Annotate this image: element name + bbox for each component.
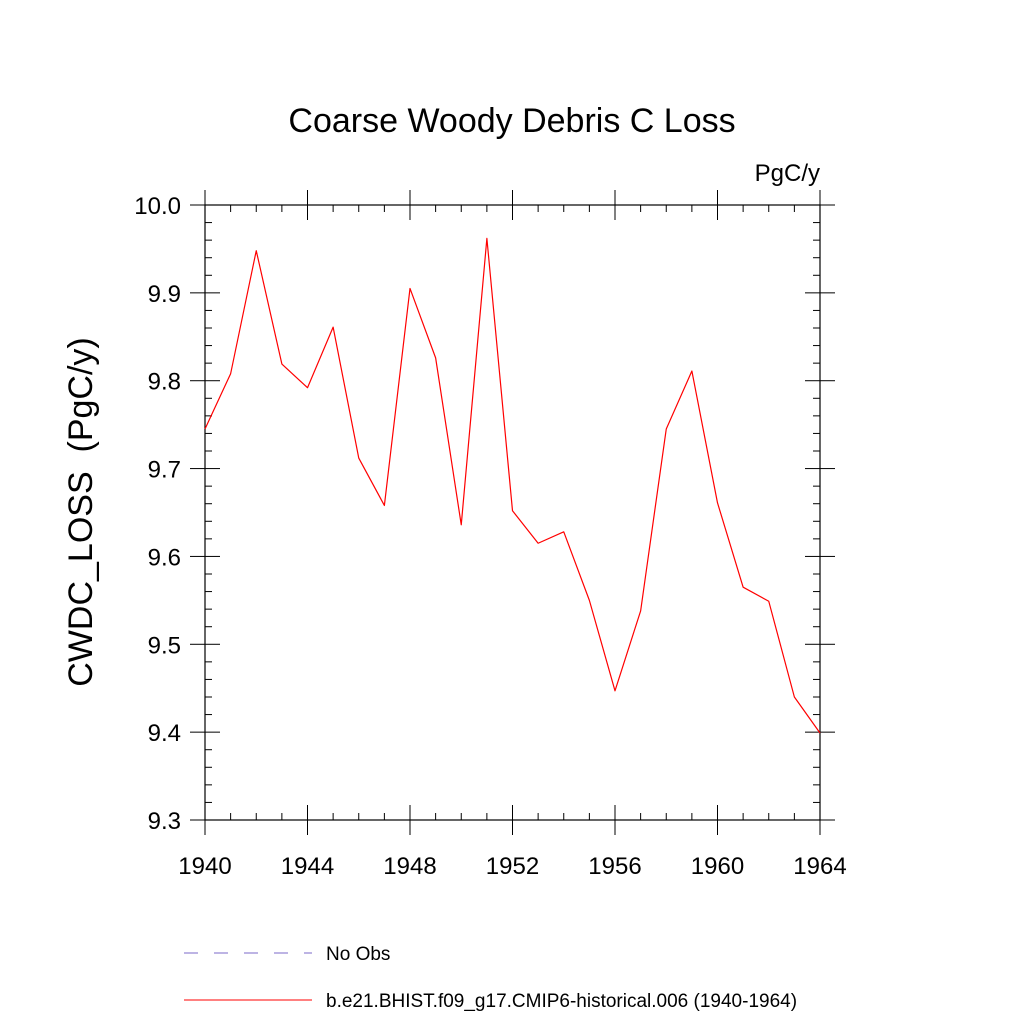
y-axis-label: CWDC_LOSS (PgC/y) (62, 337, 100, 687)
y-tick-label: 9.4 (148, 720, 181, 747)
x-tick-label: 1944 (281, 853, 334, 880)
x-tick-label: 1960 (691, 853, 744, 880)
y-tick-label: 9.9 (148, 281, 181, 308)
legend-label: No Obs (326, 944, 390, 965)
y-tick-label: 9.5 (148, 632, 181, 659)
x-tick-label: 1956 (588, 853, 641, 880)
plot-frame (204, 204, 821, 821)
series-line (204, 237, 821, 734)
y-tick-label: 9.8 (148, 369, 181, 396)
series-group (204, 237, 821, 734)
x-tick-label: 1940 (178, 853, 231, 880)
x-tick-label: 1948 (383, 853, 436, 880)
y-tick-label: 9.6 (148, 544, 181, 571)
axis-ticks (190, 190, 835, 835)
tick-labels: 1940 1944 1948 1952 1956 1960 1964 9.3 9.4 9.5 9.6… (134, 193, 846, 880)
legend: No Obs b.e21.BHIST.f09_g17.CMIP6-historic… (184, 944, 797, 1012)
x-tick-label: 1964 (793, 853, 846, 880)
units-label: PgC/y (755, 160, 820, 187)
y-tick-label: 10.0 (134, 193, 181, 220)
y-tick-label: 9.7 (148, 457, 181, 484)
y-tick-label: 9.3 (148, 808, 181, 835)
chart-title: Coarse Woody Debris C Loss (288, 102, 735, 140)
x-tick-label: 1952 (486, 853, 539, 880)
legend-label: b.e21.BHIST.f09_g17.CMIP6-historical.006… (326, 991, 797, 1012)
